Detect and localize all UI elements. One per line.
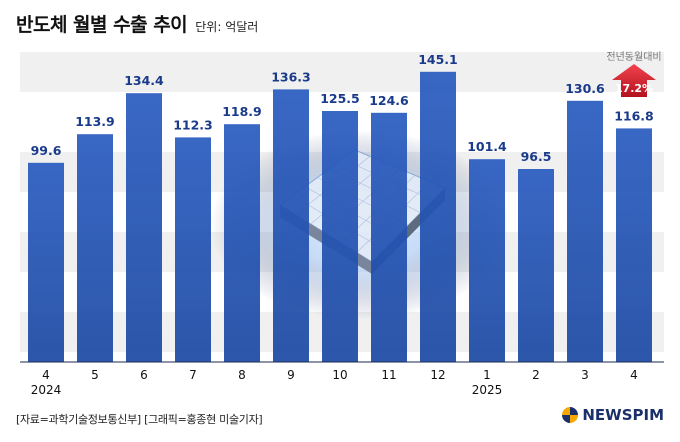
x-ticks: 4 5 6 7 8 9 10 11 12 1 2 3 4 <box>42 368 638 382</box>
bars <box>28 71 652 363</box>
logo-text: NEWSPIM <box>582 406 664 424</box>
bar <box>126 93 162 362</box>
year-label: 2025 <box>472 383 503 397</box>
bar <box>28 162 64 362</box>
newspim-pinwheel-icon <box>562 407 579 423</box>
x-tick-label: 2 <box>532 368 540 382</box>
bar <box>518 169 554 362</box>
bar <box>371 112 407 362</box>
value-label: 136.3 <box>271 69 311 84</box>
background-band <box>20 52 664 92</box>
x-tick-label: 1 <box>483 368 491 382</box>
x-tick-label: 6 <box>140 368 148 382</box>
chart-title: 반도체 월별 수출 추이 <box>16 14 188 36</box>
x-tick-label: 11 <box>381 368 396 382</box>
x-tick-label: 12 <box>430 368 445 382</box>
value-label: 96.5 <box>521 149 552 164</box>
source-credit: [자료=과학기술정보통신부] [그래픽=홍종현 미술기자] <box>16 413 263 426</box>
x-tick-label: 4 <box>42 368 50 382</box>
bar <box>322 111 358 362</box>
value-label: 145.1 <box>418 52 458 67</box>
value-label: 99.6 <box>31 143 62 158</box>
x-tick-label: 4 <box>630 368 638 382</box>
yoy-caption: 전년동월대비 <box>606 51 661 63</box>
value-label: 125.5 <box>320 91 360 106</box>
bar <box>567 100 603 363</box>
bar <box>77 134 113 362</box>
x-tick-label: 5 <box>91 368 99 382</box>
value-labels: 99.6 113.9 134.4 112.3 118.9 136.3 125.5 124.6 1… <box>31 52 654 164</box>
value-label: 112.3 <box>173 117 213 132</box>
unit-label: 단위: 억달러 <box>195 20 259 34</box>
x-tick-label: 8 <box>238 368 246 382</box>
value-label: 130.6 <box>565 81 605 96</box>
yoy-annotation: 전년동월대비 17.2% <box>606 51 662 97</box>
bar <box>420 71 456 363</box>
x-tick-label: 3 <box>581 368 589 382</box>
x-tick-label: 9 <box>287 368 295 382</box>
x-tick-label: 7 <box>189 368 197 382</box>
bar <box>273 89 309 363</box>
value-label: 113.9 <box>75 114 115 129</box>
bar <box>175 137 211 362</box>
value-label: 124.6 <box>369 93 409 108</box>
newspim-logo: NEWSPIM <box>562 406 664 424</box>
up-arrow-icon <box>612 64 656 97</box>
value-label: 134.4 <box>124 73 164 88</box>
value-label: 116.8 <box>614 108 654 123</box>
bar <box>224 124 260 362</box>
year-label: 2024 <box>31 383 62 397</box>
value-label: 101.4 <box>467 139 507 154</box>
bar <box>469 159 505 362</box>
x-tick-label: 10 <box>332 368 347 382</box>
value-label: 118.9 <box>222 104 262 119</box>
yoy-value: 17.2% <box>615 82 653 95</box>
title-block: 반도체 월별 수출 추이 단위: 억달러 <box>16 10 258 37</box>
bar <box>616 128 652 362</box>
